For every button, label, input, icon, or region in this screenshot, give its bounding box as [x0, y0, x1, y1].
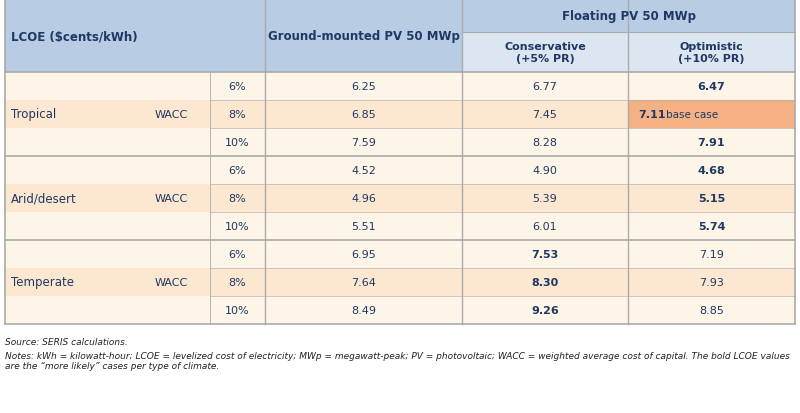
Text: 10%: 10%: [225, 138, 250, 147]
Text: 6.95: 6.95: [351, 249, 376, 259]
Bar: [5, 268, 795, 296]
Text: 5.15: 5.15: [698, 194, 725, 204]
Text: 5.39: 5.39: [533, 194, 558, 204]
Text: Tropical: Tropical: [11, 108, 56, 121]
Bar: [5, 296, 795, 324]
Text: 6.85: 6.85: [351, 110, 376, 120]
Bar: [5, 157, 795, 185]
Text: Ground-mounted PV 50 MWp: Ground-mounted PV 50 MWp: [267, 30, 459, 43]
Text: 6.47: 6.47: [698, 82, 726, 92]
Text: 10%: 10%: [225, 305, 250, 315]
Text: Floating PV 50 MWp: Floating PV 50 MWp: [562, 10, 695, 23]
Text: 6%: 6%: [229, 166, 246, 176]
Bar: [5, 240, 795, 268]
Text: 6%: 6%: [229, 249, 246, 259]
Text: 5.74: 5.74: [698, 221, 726, 231]
Text: 7.19: 7.19: [699, 249, 724, 259]
Text: 7.45: 7.45: [533, 110, 558, 120]
Text: WACC: WACC: [155, 110, 188, 120]
Text: 4.52: 4.52: [351, 166, 376, 176]
Text: 4.96: 4.96: [351, 194, 376, 204]
Text: WACC: WACC: [155, 194, 188, 204]
Bar: [628, 101, 795, 129]
Text: LCOE ($cents/kWh): LCOE ($cents/kWh): [11, 30, 138, 43]
Text: base case: base case: [666, 110, 718, 120]
Text: 4.90: 4.90: [533, 166, 558, 176]
Text: Temperate: Temperate: [11, 276, 74, 289]
Bar: [5, 101, 795, 129]
Text: 8.28: 8.28: [533, 138, 558, 147]
Text: 6.01: 6.01: [533, 221, 558, 231]
Bar: [5, 212, 795, 240]
Bar: [5, 185, 795, 212]
Text: 8.85: 8.85: [699, 305, 724, 315]
Text: Source: SERIS calculations.: Source: SERIS calculations.: [5, 337, 128, 346]
Text: 7.59: 7.59: [351, 138, 376, 147]
Text: 8.30: 8.30: [531, 277, 558, 287]
Text: 7.53: 7.53: [531, 249, 558, 259]
Bar: [462, 33, 795, 73]
Text: Arid/desert: Arid/desert: [11, 192, 77, 205]
Text: 8%: 8%: [229, 110, 246, 120]
Text: 6%: 6%: [229, 82, 246, 92]
Bar: [5, 0, 795, 73]
Text: 8%: 8%: [229, 277, 246, 287]
Bar: [5, 129, 795, 157]
Text: 10%: 10%: [225, 221, 250, 231]
Text: WACC: WACC: [155, 277, 188, 287]
Text: 4.68: 4.68: [698, 166, 726, 176]
Text: 8%: 8%: [229, 194, 246, 204]
Text: Notes: kWh = kilowatt-hour; LCOE = levelized cost of electricity; MWp = megawatt: Notes: kWh = kilowatt-hour; LCOE = level…: [5, 351, 790, 370]
Text: 6.77: 6.77: [533, 82, 558, 92]
Text: 7.11: 7.11: [638, 110, 666, 120]
Text: Conservative
(+5% PR): Conservative (+5% PR): [504, 42, 586, 64]
Text: 9.26: 9.26: [531, 305, 559, 315]
Text: 8.49: 8.49: [351, 305, 376, 315]
Text: 7.64: 7.64: [351, 277, 376, 287]
Text: 6.25: 6.25: [351, 82, 376, 92]
Bar: [5, 73, 795, 101]
Text: 5.51: 5.51: [351, 221, 376, 231]
Text: 7.91: 7.91: [698, 138, 726, 147]
Text: 7.93: 7.93: [699, 277, 724, 287]
Text: Optimistic
(+10% PR): Optimistic (+10% PR): [678, 42, 745, 64]
